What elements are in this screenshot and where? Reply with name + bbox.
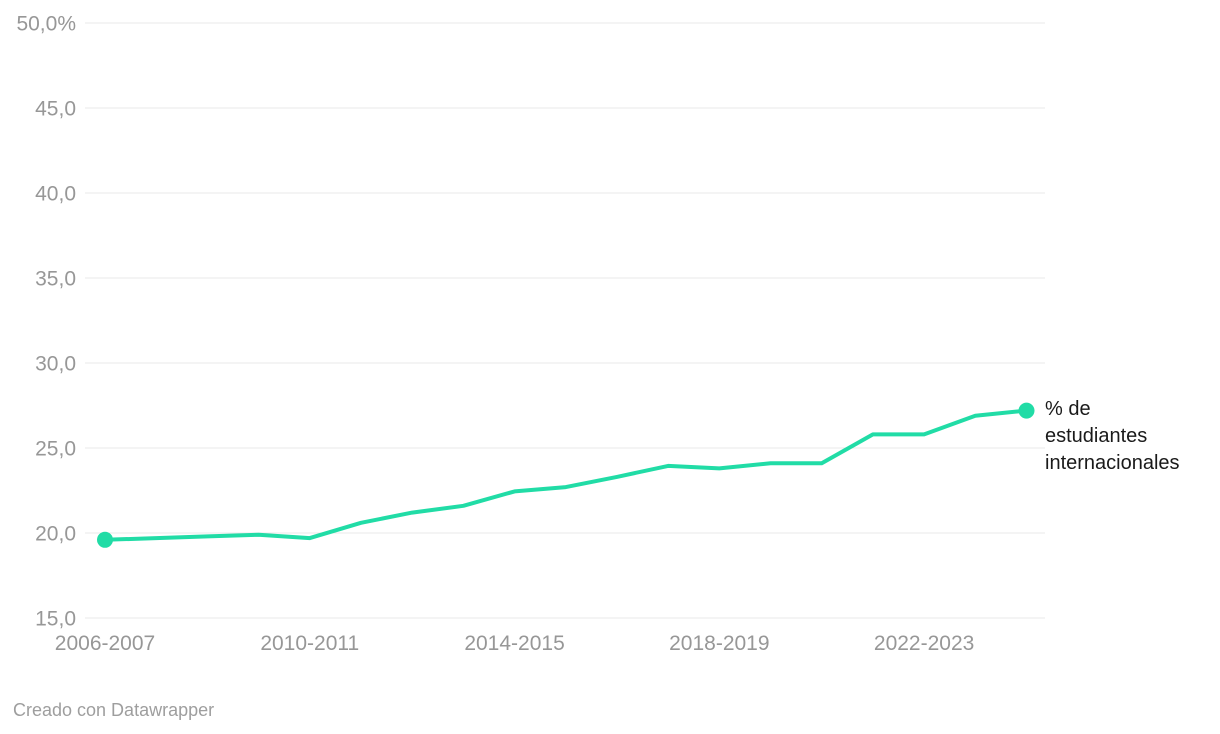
y-axis-tick-label: 50,0% xyxy=(16,13,76,36)
series-end-label-line3: internacionales xyxy=(1045,452,1180,474)
y-axis-tick-label: 40,0 xyxy=(35,183,76,206)
datawrapper-attribution[interactable]: Creado con Datawrapper xyxy=(13,700,215,720)
x-axis-tick-label: 2022-2023 xyxy=(874,632,974,655)
series-end-label: % de estudiantes internacionales xyxy=(1045,396,1180,477)
x-axis-tick-label: 2018-2019 xyxy=(669,632,769,655)
series-line-international-students xyxy=(103,408,1029,542)
y-axis-tick-label: 20,0 xyxy=(35,523,76,546)
y-axis-tick-label: 35,0 xyxy=(35,268,76,291)
x-axis-tick-label: 2010-2011 xyxy=(260,632,359,655)
y-axis-tick-label: 45,0 xyxy=(35,98,76,121)
y-axis-tick-label: 25,0 xyxy=(35,438,76,461)
data-point-first xyxy=(97,531,113,548)
y-axis-tick-label: 15,0 xyxy=(35,608,76,631)
x-axis-tick-label: 2014-2015 xyxy=(464,632,564,655)
data-point-last xyxy=(1018,402,1035,419)
series-end-label-line2: estudiantes xyxy=(1045,425,1148,447)
x-axis-tick-label: 2006-2007 xyxy=(55,632,155,655)
y-axis-tick-label: 30,0 xyxy=(35,353,76,376)
series-end-label-line1: % de xyxy=(1045,398,1091,420)
